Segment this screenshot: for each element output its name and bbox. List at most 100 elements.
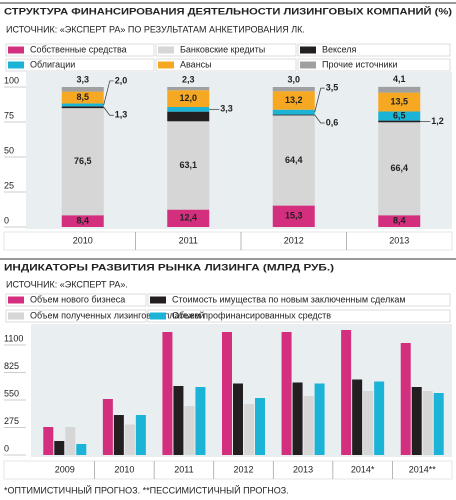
y-tick-label: 275 xyxy=(4,416,19,426)
bar xyxy=(233,383,243,455)
legend-label: Объем полученных лизинговых платежей xyxy=(30,310,204,320)
x-tick-label: 2010 xyxy=(114,464,134,474)
bar xyxy=(303,396,314,455)
legend-label: Банковские кредиты xyxy=(180,44,265,54)
value-label: 1,3 xyxy=(115,110,128,120)
y-tick-label: 0 xyxy=(4,215,9,225)
value-label: 6,9 xyxy=(182,111,195,121)
y-tick-label: 50 xyxy=(4,145,14,155)
value-label: 13,2 xyxy=(285,95,303,105)
chart-subtitle: ИСТОЧНИК: «ЭКСПЕРТ РА». xyxy=(6,279,128,289)
bar xyxy=(363,391,374,455)
bar xyxy=(244,404,254,455)
bar-segment xyxy=(378,120,421,123)
bar xyxy=(173,386,184,455)
legend-label: Объем профинансированных средств xyxy=(172,310,331,320)
bar xyxy=(135,415,146,455)
bar-segment xyxy=(167,111,210,122)
value-label: 13,5 xyxy=(390,96,408,106)
value-label: 2,0 xyxy=(115,75,128,85)
legend-label: Облигации xyxy=(30,59,75,69)
legend-swatch xyxy=(8,296,24,304)
bar xyxy=(102,399,113,455)
y-tick-label: 75 xyxy=(4,110,14,120)
legend-swatch xyxy=(150,312,166,320)
legend-label: Объем нового бизнеса xyxy=(30,294,125,304)
bar-segment xyxy=(61,106,104,109)
x-band xyxy=(3,460,453,480)
bar-segment xyxy=(272,87,315,92)
legend-swatch xyxy=(8,312,24,320)
value-label: 3,0 xyxy=(287,74,300,84)
value-label: 8,4 xyxy=(393,215,406,225)
bar-segment xyxy=(167,209,210,227)
y-tick-label: 1100 xyxy=(4,333,23,343)
bar xyxy=(292,382,303,455)
x-band xyxy=(3,231,453,251)
legend-label: Векселя xyxy=(322,44,357,54)
legend-box xyxy=(5,293,147,307)
bar-segment xyxy=(167,90,210,108)
bar-segment xyxy=(61,103,104,107)
bar-segment xyxy=(378,111,421,121)
y-tick-label: 0 xyxy=(4,443,9,453)
legend-box xyxy=(147,293,451,307)
value-label: 8,5 xyxy=(76,92,89,102)
y-tick-label: 550 xyxy=(4,388,19,398)
chart-subtitle: ИСТОЧНИК: «ЭКСПЕРТ РА» ПО РЕЗУЛЬТАТАМ АН… xyxy=(6,24,305,34)
bar xyxy=(374,381,385,455)
bar xyxy=(54,441,65,455)
bar-segment xyxy=(272,115,315,206)
bar xyxy=(184,406,195,455)
leader-line xyxy=(314,114,325,124)
bar-segment xyxy=(272,91,315,110)
value-label: 6,5 xyxy=(393,110,406,120)
legend-box xyxy=(147,309,451,323)
bar-segment xyxy=(61,108,104,216)
bar xyxy=(433,393,444,455)
leader-line xyxy=(314,87,325,113)
bar-segment xyxy=(378,215,421,227)
bar xyxy=(124,424,135,455)
bar xyxy=(281,332,292,455)
y-tick-label: 25 xyxy=(4,180,14,190)
x-tick-label: 2009 xyxy=(55,464,75,474)
x-tick-label: 2012 xyxy=(233,464,253,474)
leader-line xyxy=(103,107,114,116)
bar xyxy=(400,343,411,455)
value-label: 3,5 xyxy=(326,83,339,93)
bar-segment xyxy=(378,122,421,216)
value-label: 4,1 xyxy=(393,74,406,84)
legend-box xyxy=(5,58,155,72)
legend-swatch xyxy=(158,46,174,54)
bar-segment xyxy=(378,86,421,93)
x-tick-label: 2010 xyxy=(73,235,93,245)
bar xyxy=(352,379,363,455)
legend-swatch xyxy=(300,46,316,54)
value-label: 63,1 xyxy=(179,160,197,170)
legend-label: Авансы xyxy=(180,59,212,69)
bar-segment xyxy=(61,87,104,92)
legend-label: Собственные средства xyxy=(30,44,127,54)
x-tick-label: 2011 xyxy=(174,464,193,474)
bar xyxy=(222,332,232,455)
bar-segment xyxy=(61,215,104,227)
bar xyxy=(113,415,124,455)
bar xyxy=(76,444,87,455)
value-label: 12,4 xyxy=(179,213,197,223)
x-tick-label: 2013 xyxy=(389,235,409,245)
x-tick-label: 2014** xyxy=(409,464,437,474)
footnote: *ОПТИМИСТИЧНЫЙ ПРОГНОЗ. **ПЕССИМИСТИЧНЫЙ… xyxy=(4,484,289,495)
value-label: 3,3 xyxy=(220,104,233,114)
bar xyxy=(43,427,54,455)
y-tick-label: 825 xyxy=(4,361,19,371)
value-label: 0,6 xyxy=(326,117,339,127)
bar-segment xyxy=(61,91,104,104)
bar-segment xyxy=(272,114,315,116)
legend-box xyxy=(155,43,297,57)
legend-box xyxy=(5,309,147,323)
bar xyxy=(314,383,325,455)
x-tick-label: 2012 xyxy=(284,235,304,245)
value-label: 2,3 xyxy=(182,74,195,84)
